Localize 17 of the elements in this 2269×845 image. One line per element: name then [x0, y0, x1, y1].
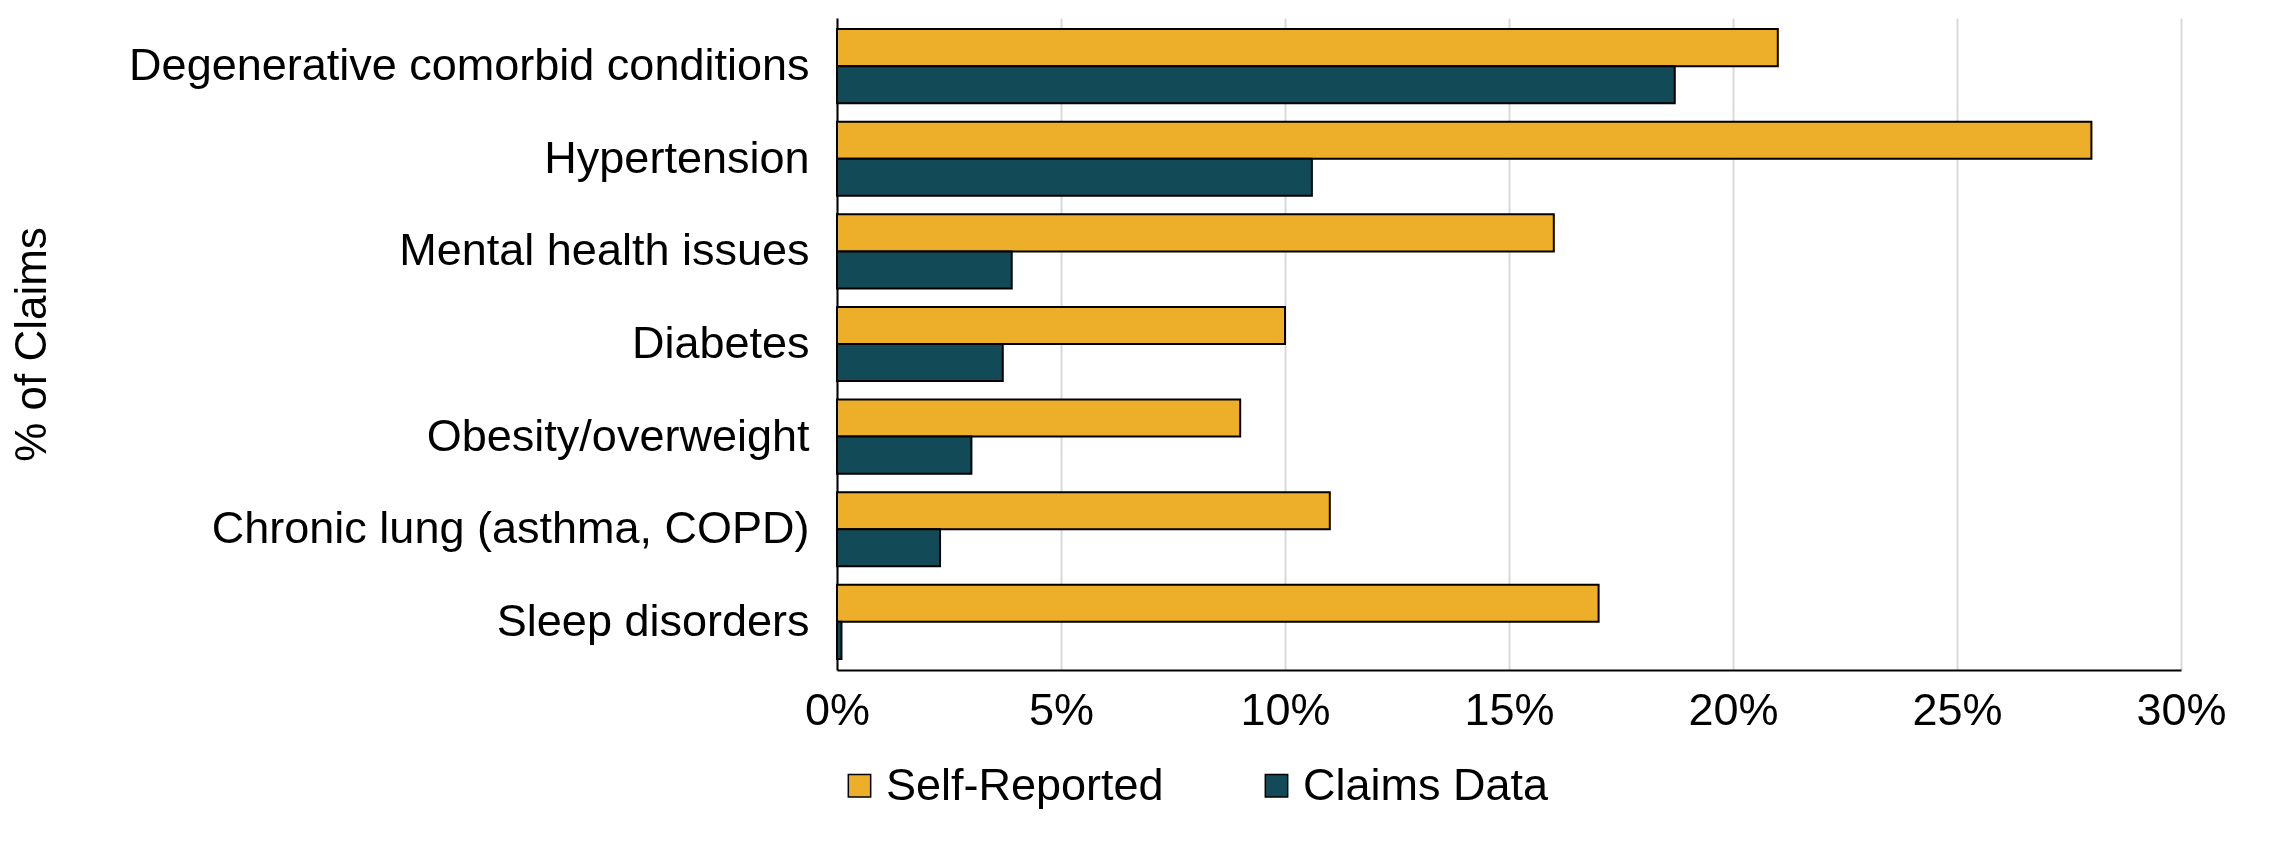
y-tick-label: Obesity/overweight	[426, 409, 810, 461]
y-tick-label: Hypertension	[544, 131, 810, 183]
y-tick-label: Mental health issues	[399, 224, 810, 276]
y-tick-label: Degenerative comorbid conditions	[129, 39, 810, 91]
y-tick-label: Chronic lung (asthma, COPD)	[211, 502, 810, 554]
y-tick-label: Diabetes	[631, 317, 810, 368]
x-tick-label: 10%	[1240, 683, 1331, 735]
y-tick-label: Sleep disorders	[496, 594, 810, 646]
x-tick-label: 5%	[1028, 683, 1095, 735]
x-tick-label: 15%	[1464, 683, 1555, 735]
x-tick-label: 0%	[804, 683, 871, 735]
legend-label: Claims Data	[1303, 758, 1550, 810]
x-tick-label: 30%	[2136, 683, 2227, 735]
legend-label: Self-Reported	[886, 758, 1164, 810]
x-tick-label: 25%	[1912, 683, 2003, 735]
y-axis-title: % of Claims	[5, 227, 55, 462]
x-tick-label: 20%	[1688, 683, 1779, 735]
